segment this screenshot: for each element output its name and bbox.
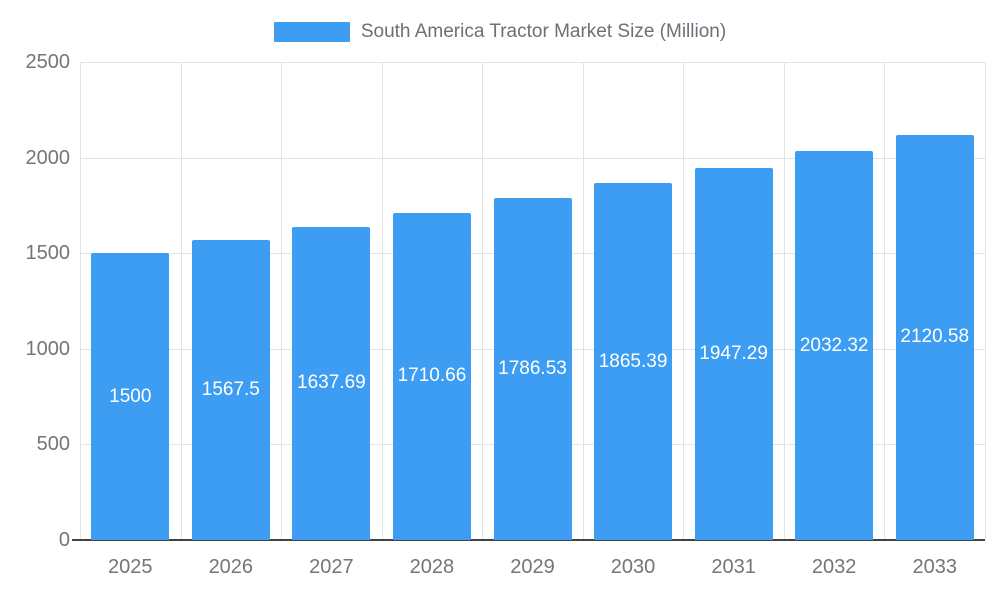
bar-2027[interactable] xyxy=(292,226,371,540)
x-axis-label: 2033 xyxy=(912,556,957,578)
bar-2030[interactable] xyxy=(594,183,673,540)
x-axis-label: 2028 xyxy=(409,556,455,578)
y-axis-tick-label: 1500 xyxy=(25,242,71,265)
bar-value-label: 1567.5 xyxy=(201,379,260,401)
horizontal-gridline xyxy=(80,62,985,63)
bar-value-label: 2032.32 xyxy=(799,334,869,356)
x-axis-label: 2026 xyxy=(208,556,254,578)
plot-area: 1500 1567.5 1637.69 1710.66 1786.53 1865.39 19… xyxy=(72,62,986,541)
x-axis-line xyxy=(72,539,985,541)
vertical-gridline xyxy=(482,62,484,540)
chart-title: South America Tractor Market Size (Milli… xyxy=(360,21,727,42)
bar-value-label: 2120.58 xyxy=(900,326,970,348)
bar-2031[interactable] xyxy=(694,167,773,540)
bar-2025[interactable] xyxy=(91,253,170,540)
bar-value-label: 1500 xyxy=(109,385,152,407)
vertical-gridline xyxy=(381,62,383,540)
bar-2026[interactable] xyxy=(191,240,270,540)
vertical-gridline xyxy=(582,62,584,540)
vertical-gridline xyxy=(985,62,986,540)
x-axis-label: 2027 xyxy=(309,556,354,578)
x-axis-label: 2025 xyxy=(108,556,153,578)
bar-2033[interactable] xyxy=(895,134,974,540)
bar-value-label: 1947.29 xyxy=(699,342,768,364)
vertical-gridline xyxy=(281,62,283,540)
vertical-gridline xyxy=(180,62,182,540)
y-axis-tick-label: 500 xyxy=(36,433,70,456)
legend-swatch xyxy=(273,22,350,42)
bar-value-label: 1865.39 xyxy=(598,350,668,372)
bar-value-label: 1710.66 xyxy=(397,365,467,387)
y-axis-tick-label: 2500 xyxy=(25,51,71,73)
x-axis-label: 2029 xyxy=(510,556,555,578)
bar-value-label: 1637.69 xyxy=(297,372,366,394)
bar-value-label: 1786.53 xyxy=(498,358,567,380)
vertical-gridline xyxy=(884,62,886,540)
x-axis-label: 2030 xyxy=(610,556,656,578)
horizontal-gridline xyxy=(80,157,985,159)
x-axis-label: 2032 xyxy=(811,556,857,578)
vertical-gridline xyxy=(783,62,785,540)
y-axis-tick-label: 1000 xyxy=(25,337,71,360)
chart-legend: South America Tractor Market Size (Milli… xyxy=(0,21,1000,43)
bar-2029[interactable] xyxy=(493,198,572,540)
bar-2032[interactable] xyxy=(795,151,874,540)
bar-2028[interactable] xyxy=(392,212,471,540)
y-axis-tick-label: 0 xyxy=(58,529,70,551)
x-axis-label: 2031 xyxy=(711,556,756,578)
y-axis-tick-label: 2000 xyxy=(25,146,71,169)
vertical-gridline xyxy=(683,62,685,540)
vertical-gridline xyxy=(80,62,81,540)
